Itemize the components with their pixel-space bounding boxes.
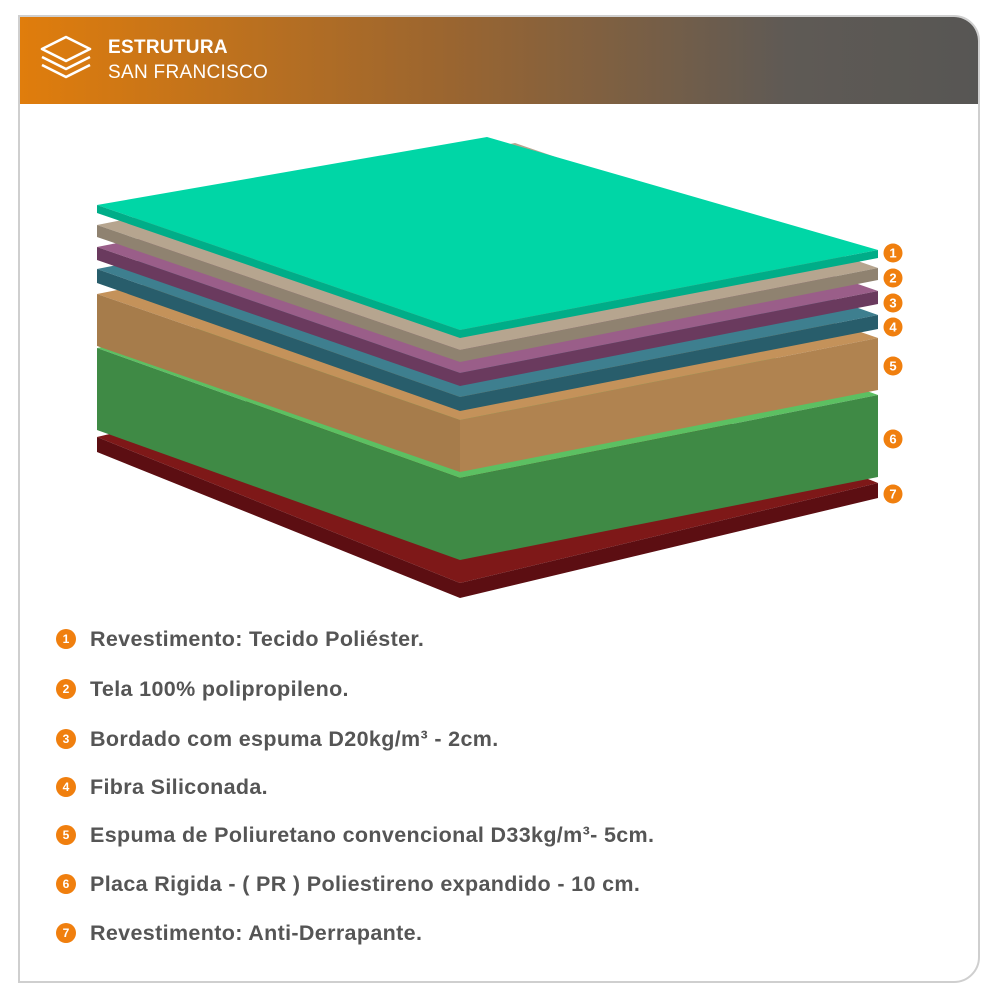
badge-number: 3 bbox=[889, 296, 896, 311]
layer-7-left-face bbox=[97, 437, 460, 598]
badge-circle bbox=[883, 429, 903, 449]
legend-text: Revestimento: Anti-Derrapante. bbox=[90, 921, 423, 945]
header-banner: ESTRUTURA SAN FRANCISCO bbox=[20, 17, 978, 104]
layer-1-badge: 1 bbox=[883, 243, 903, 263]
layer-1-left-face bbox=[97, 205, 460, 338]
layer-3-right-face bbox=[460, 291, 878, 386]
badge-number: 5 bbox=[889, 359, 896, 374]
badge-circle bbox=[883, 317, 903, 337]
layer-5-right-face bbox=[460, 338, 878, 472]
layer-5-badge: 5 bbox=[883, 356, 903, 376]
legend-badge: 7 bbox=[56, 923, 76, 943]
legend-badge: 4 bbox=[56, 777, 76, 797]
layer-3-badge: 3 bbox=[883, 293, 903, 313]
layer-2-badge: 2 bbox=[883, 268, 903, 288]
legend-badge: 5 bbox=[56, 825, 76, 845]
layer-7-right-face bbox=[460, 483, 878, 598]
layer-4-right-face bbox=[460, 315, 878, 411]
legend-badge: 6 bbox=[56, 874, 76, 894]
legend-text: Espuma de Poliuretano convencional D33kg… bbox=[90, 823, 655, 847]
legend-text: Tela 100% polipropileno. bbox=[90, 677, 349, 701]
layer-3-left-face bbox=[97, 247, 460, 386]
badge-number: 7 bbox=[889, 487, 896, 502]
layer-2-left-face bbox=[97, 225, 460, 362]
layer-1-right-face bbox=[460, 250, 878, 338]
legend-text: Revestimento: Tecido Poliéster. bbox=[90, 627, 425, 651]
layer-4-left-face bbox=[97, 269, 460, 411]
layers-icon bbox=[40, 35, 92, 79]
legend-text: Bordado com espuma D20kg/m³ - 2cm. bbox=[90, 727, 499, 751]
badge-circle bbox=[883, 243, 903, 263]
legend-text: Fibra Siliconada. bbox=[90, 775, 268, 799]
legend-badge: 3 bbox=[56, 729, 76, 749]
legend-badge: 1 bbox=[56, 629, 76, 649]
badge-number: 6 bbox=[889, 432, 896, 447]
layer-2-right-face bbox=[460, 268, 878, 362]
badge-number: 2 bbox=[889, 271, 896, 286]
badge-circle bbox=[883, 293, 903, 313]
layer-6-right-face bbox=[460, 395, 878, 560]
badge-number: 1 bbox=[889, 246, 896, 261]
layer-4-badge: 4 bbox=[883, 317, 903, 337]
header-subtitle: SAN FRANCISCO bbox=[108, 62, 269, 83]
badge-circle bbox=[883, 356, 903, 376]
header-title: ESTRUTURA bbox=[108, 37, 228, 58]
legend-badge: 2 bbox=[56, 679, 76, 699]
layer-1-top bbox=[97, 137, 878, 330]
badge-circle bbox=[883, 268, 903, 288]
layer-6-badge: 6 bbox=[883, 429, 903, 449]
layer-5-left-face bbox=[97, 294, 460, 472]
badge-circle bbox=[883, 484, 903, 504]
legend-text: Placa Rigida - ( PR ) Poliestireno expan… bbox=[90, 872, 641, 896]
layer-6-left-face bbox=[97, 348, 460, 560]
badge-number: 4 bbox=[889, 320, 897, 335]
layer-7-badge: 7 bbox=[883, 484, 903, 504]
mattress-layers-diagram: 1 2 3 4 5 6 7 bbox=[97, 137, 903, 598]
